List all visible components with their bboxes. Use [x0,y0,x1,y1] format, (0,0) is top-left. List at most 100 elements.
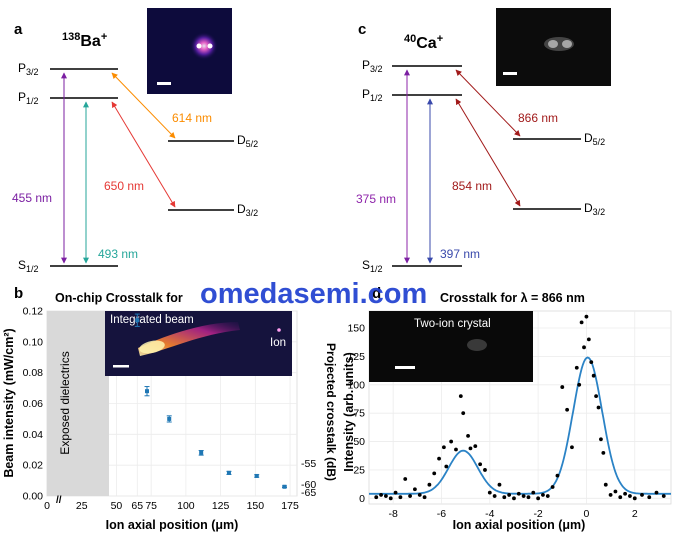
chart-b-point [254,473,259,478]
ca-label-d52: D5/2 [584,131,605,147]
chart-d-point [574,365,579,370]
chart-d-point [526,495,531,500]
ba-arrow-614 [111,72,176,139]
chart-d-inset-image [369,311,533,382]
chart-d-point [577,382,582,387]
ca-label-375: 375 nm [356,192,396,206]
chart-d-point [632,496,637,501]
panel-b: b On-chip Crosstalk for Exposed dielectr… [2,285,338,532]
chart-d-point [550,485,555,489]
chart-d-point [599,437,603,442]
ca-label-p32: P3/2 [362,58,383,74]
chart-b-right-tick-label: -55 [301,458,316,470]
chart-d-point [545,494,550,498]
chart-d-point [521,494,526,498]
chart-b-inset-scale-bar [113,365,129,368]
chart-d-point [647,495,652,500]
chart-b-ytick-label: 0.08 [23,367,44,379]
ba-label-p12: P1/2 [18,90,39,106]
chart-b-point [135,318,140,323]
chart-d-points [374,314,666,501]
chart-d-point [594,394,599,399]
chart-b-xtick-label: 65 [131,500,143,512]
chart-d-point [468,446,473,451]
ca-label-p12: P1/2 [362,87,383,103]
panel-d-label: d [372,285,381,302]
chart-d-point [589,360,594,364]
chart-d-point [654,490,659,495]
chart-d-point [613,489,618,494]
panel-a: a 138Ba+ P3/2 P1/2 S1/2 D5/2 D3/2 455 nm… [12,8,258,274]
chart-d-point [478,462,483,467]
chart-d-point [565,407,570,412]
chart-d-y-ticks: 0 25 50 75 100 125 150 [347,323,365,505]
chart-b-xtick-label: 125 [212,500,230,512]
chart-d-ytick-label: 50 [353,436,365,448]
chart-b-ylabel: Beam intensity (mW/cm²) [2,328,16,477]
chart-b-right-ticks: -55 -60-65 [301,458,316,499]
chart-d-point [596,405,601,410]
chart-b-xtick-label: 25 [76,500,88,512]
chart-d-ytick-label: 75 [353,408,365,420]
ba-label-d32: D3/2 [237,202,258,218]
chart-d-point [516,491,521,496]
chart-d-title: Crosstalk for λ = 866 nm [440,291,585,305]
ion-title-ba: 138Ba+ [62,31,107,50]
chart-d-point [398,495,403,500]
chart-b-shaded-label: Exposed dielectrics [58,351,72,454]
ba-label-d52: D5/2 [237,133,258,149]
chart-d-point [586,337,591,342]
chart-b-ytick-label: 0.00 [23,491,44,503]
chart-d-point [502,495,507,500]
chart-b-xtick-label: 75 [145,500,157,512]
chart-d-point [507,493,512,497]
chart-d-xtick-label: -2 [533,508,542,520]
chart-b-ytick-label: 0.04 [23,429,44,441]
chart-d-point [560,385,565,389]
chart-d-point [555,473,560,478]
chart-d-point [582,345,586,350]
chart-b-xtick-label: 100 [177,500,195,512]
chart-d-inset-ions [467,339,487,351]
chart-b-inset-beam-label: Integrated beam [110,314,194,326]
chart-d-point [618,495,623,500]
chart-b-point [226,470,231,475]
chart-d-point [584,314,589,319]
watermark: omedasemi.com [200,278,427,310]
chart-b-title: On-chip Crosstalk for [55,291,183,305]
chart-d-point [492,494,497,498]
panel-d: d Crosstalk for λ = 866 nm Two-ion cryst… [342,285,672,532]
chart-d-point [579,320,584,325]
panel-c: c 40Ca+ P3/2 P1/2 S1/2 D5/2 D3/2 375 nm … [356,8,611,274]
chart-b-inset-ion-label: Ion [270,337,286,349]
chart-d-point [591,373,596,378]
chart-b-xlabel: Ion axial position (μm) [106,518,239,532]
chart-d-point [374,495,379,500]
ion-title-ca: 40Ca+ [404,33,443,52]
chart-d-xtick-label: -4 [485,508,494,520]
chart-d-point [603,482,608,487]
chart-d-point [608,493,613,497]
ba-label-493: 493 nm [98,247,138,261]
chart-d-inset-label: Two-ion crystal [414,318,491,330]
ba-label-s12: S1/2 [18,258,39,274]
chart-b-point [167,416,172,421]
chart-b-axis-break: // [56,495,62,506]
chart-d-point [388,496,393,501]
chart-d-point [458,394,463,399]
chart-d-ytick-label: 0 [359,493,365,505]
chart-d-inset-scale-bar [395,366,415,369]
chart-b-ylabel-right: Projected crosstalk (dB) [324,343,338,481]
chart-b-x-ticks: 0 25 50 65 75 100 125 150 175 [44,500,299,512]
chart-b-xtick-label: 150 [247,500,265,512]
panel-a-label: a [14,21,23,38]
chart-b-y-ticks: 0.00 0.02 0.04 0.06 0.08 0.10 0.12 [23,306,44,503]
chart-b-xtick-label: 50 [111,500,123,512]
chart-d-point [384,494,388,498]
ba-label-455: 455 nm [12,191,52,205]
chart-d-ytick-label: 150 [347,323,365,335]
chart-b-shaded-region [47,311,109,496]
chart-b-xtick-label: 175 [281,500,299,512]
chart-d-point [661,494,666,498]
ca-label-397: 397 nm [440,247,480,261]
